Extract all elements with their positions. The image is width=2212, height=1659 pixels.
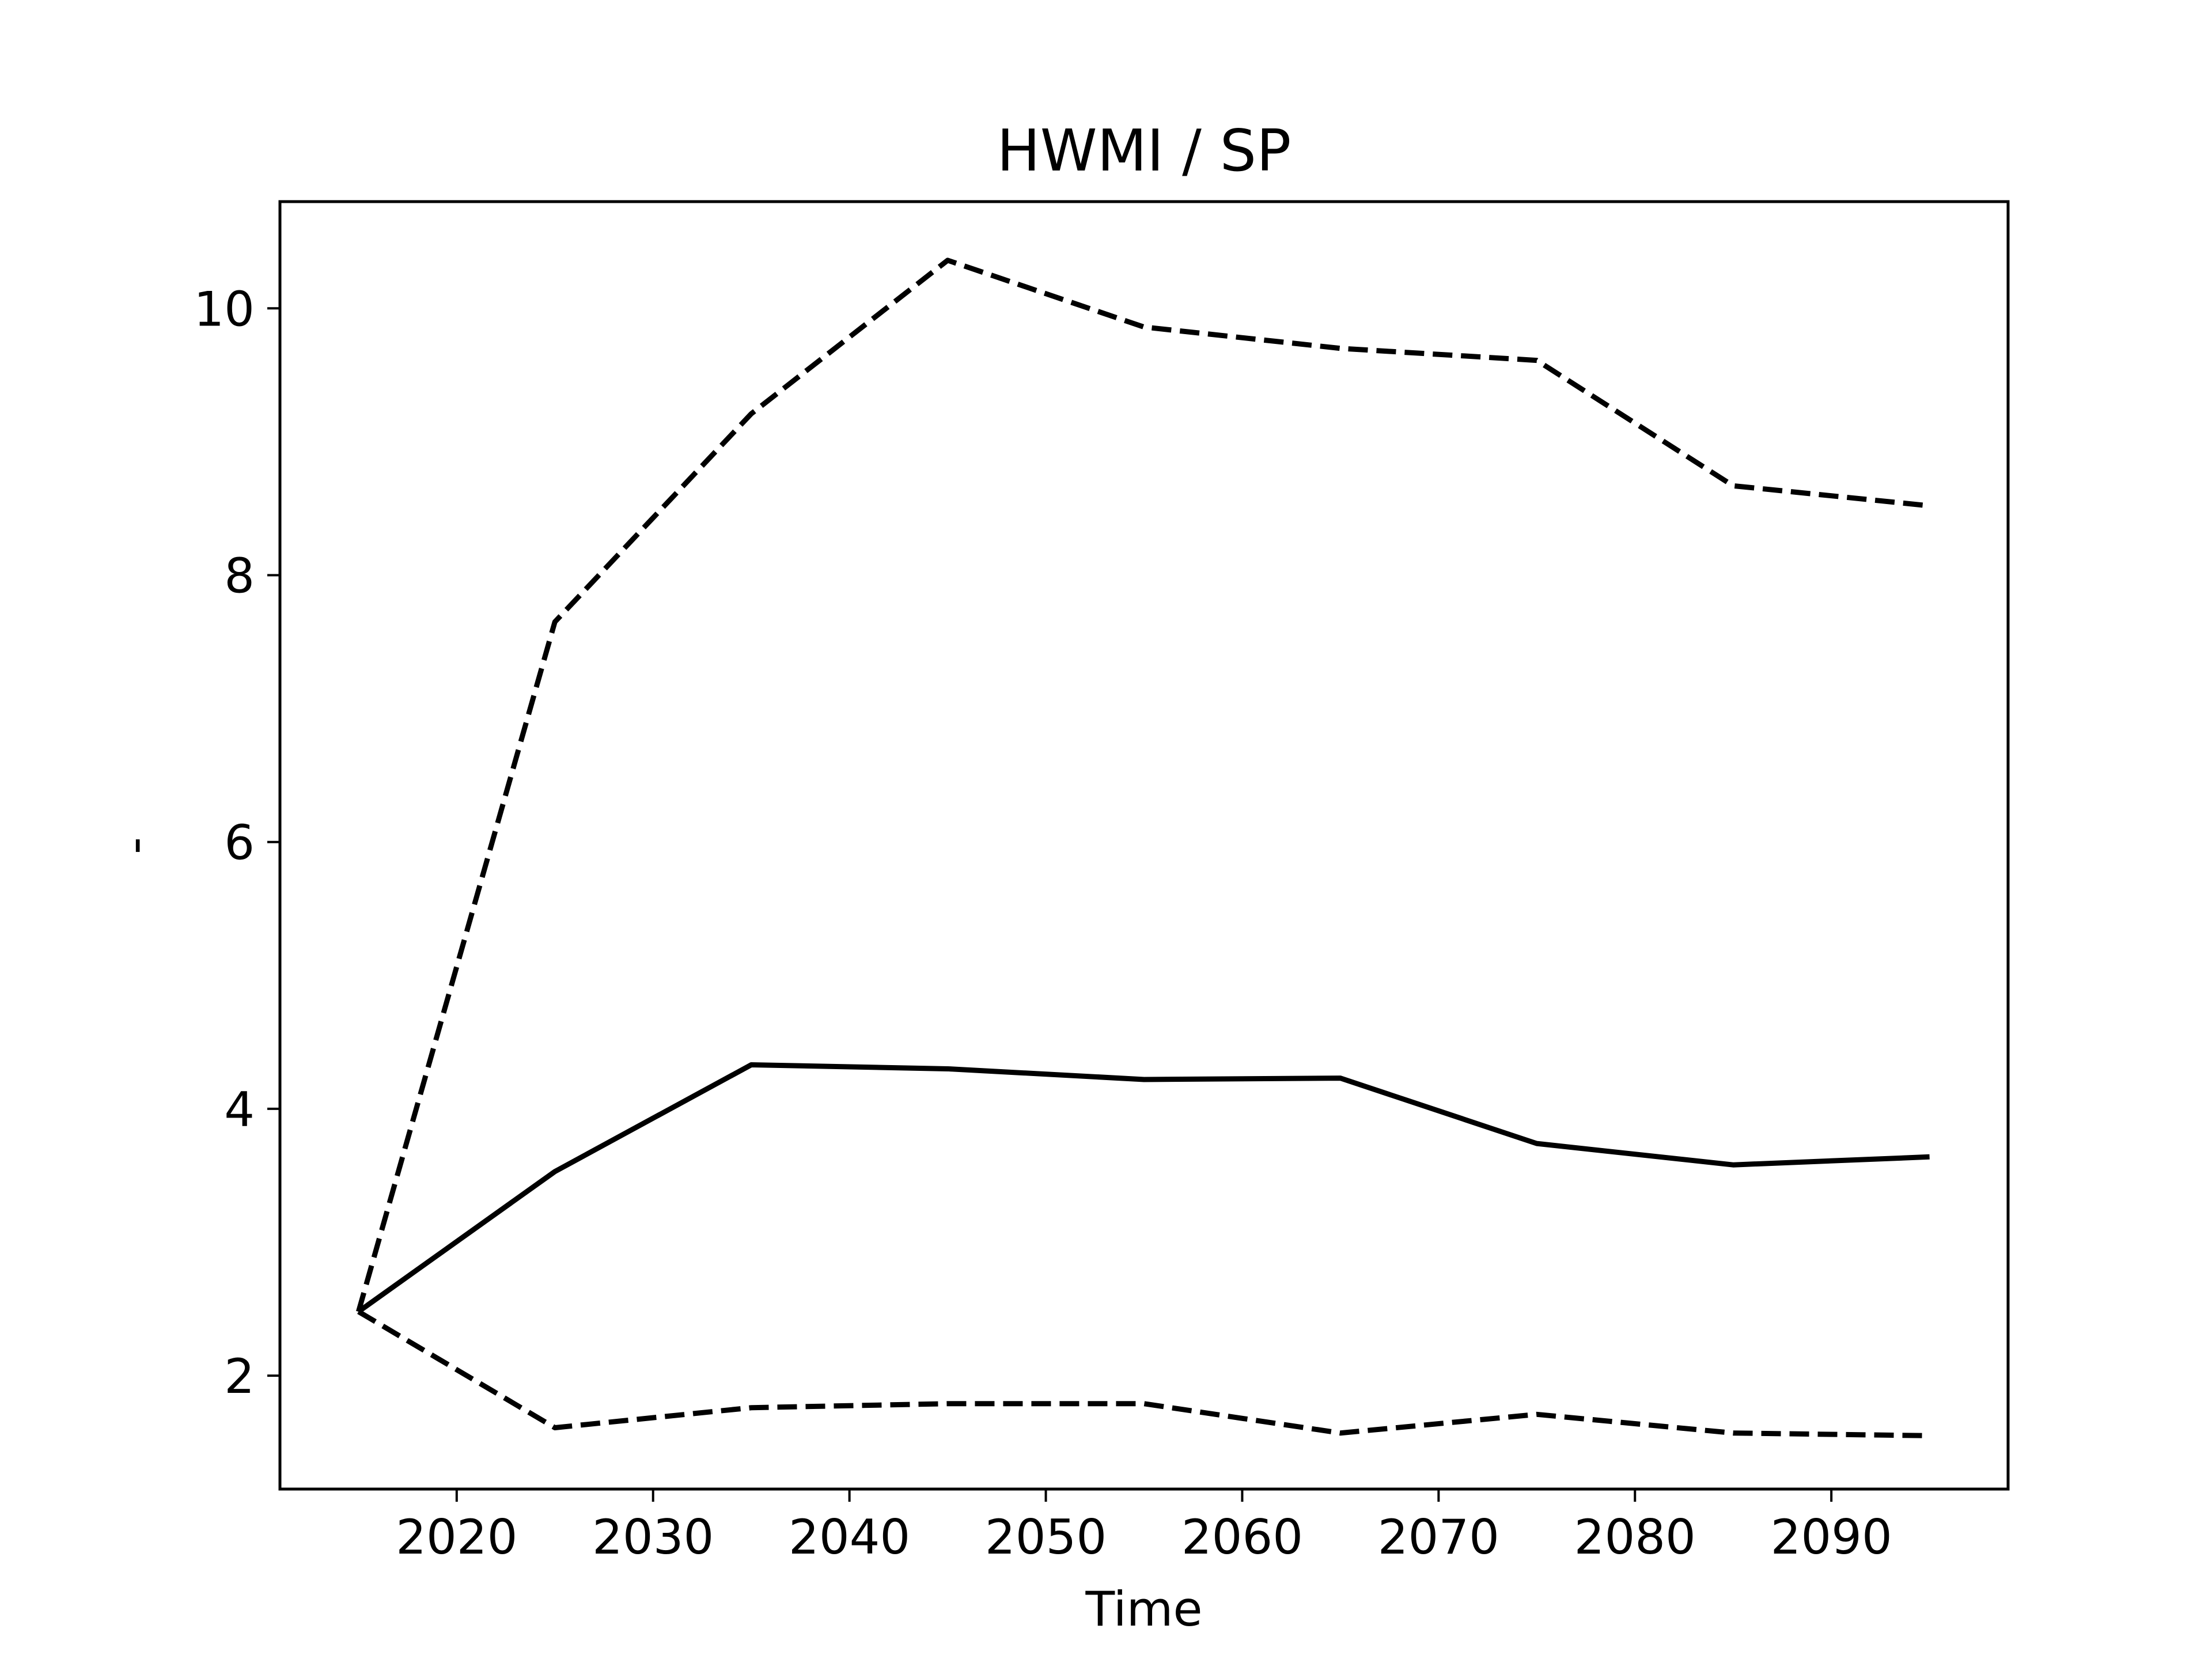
- y-axis-label: -: [107, 837, 162, 854]
- x-tick-label: 2080: [1574, 1509, 1696, 1565]
- x-axis: 2020 2030 2040 2050 2060 2070 2080 2090: [396, 1489, 1892, 1565]
- x-tick-label: 2020: [396, 1509, 517, 1565]
- y-axis: 2 4 6 8 10: [194, 281, 280, 1404]
- plot-frame: [278, 200, 2010, 1491]
- upper-bound-line: [356, 257, 1930, 1313]
- y-tick-label: 2: [224, 1349, 255, 1404]
- x-tick-label: 2040: [789, 1509, 910, 1565]
- y-tick-label: 8: [224, 548, 255, 604]
- y-tick-label: 6: [224, 815, 255, 871]
- x-tick-label: 2070: [1378, 1509, 1499, 1565]
- y-tick-label: 4: [224, 1082, 255, 1138]
- x-tick-label: 2030: [592, 1509, 714, 1565]
- series-layer: [356, 257, 1930, 1438]
- x-axis-label: Time: [1085, 1581, 1202, 1637]
- median-line: [357, 1062, 1930, 1314]
- lower-bound-line: [357, 1309, 1930, 1438]
- chart-title: HWMI / SP: [997, 117, 1291, 184]
- x-tick-label: 2090: [1771, 1509, 1892, 1565]
- x-tick-label: 2050: [985, 1509, 1107, 1565]
- y-tick-label: 10: [194, 281, 255, 337]
- x-tick-label: 2060: [1181, 1509, 1303, 1565]
